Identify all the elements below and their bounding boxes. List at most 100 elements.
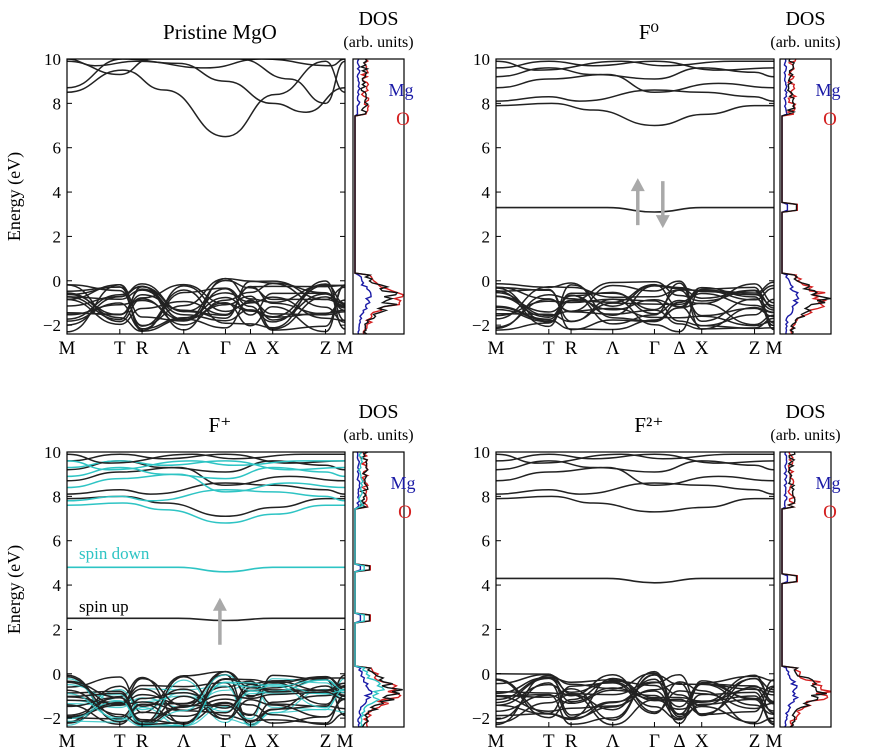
dos-mg-curve bbox=[781, 59, 800, 334]
conduction-band bbox=[496, 60, 774, 71]
valence-band bbox=[496, 293, 774, 330]
valence-band bbox=[67, 674, 345, 718]
dos-panel-1: DOS (arb. units) Mg O bbox=[770, 8, 841, 335]
y-tick-label: −2 bbox=[472, 709, 490, 728]
y-tick-label: 10 bbox=[44, 443, 61, 462]
defect-band-both bbox=[496, 206, 774, 213]
x-tick-label: Z bbox=[320, 338, 332, 359]
dos-curves bbox=[354, 452, 403, 727]
panel-title: F⁺ bbox=[209, 413, 232, 437]
x-tick-label: R bbox=[565, 731, 578, 752]
valence-band bbox=[67, 277, 345, 331]
y-tick-label: 0 bbox=[53, 665, 62, 684]
y-tick-label: −2 bbox=[472, 316, 490, 335]
arrow-head-icon bbox=[655, 215, 670, 229]
panel-title: F²⁺ bbox=[634, 413, 663, 437]
conduction-band bbox=[67, 453, 345, 464]
dos-o-curve bbox=[781, 452, 831, 727]
y-tick-label: 8 bbox=[482, 94, 491, 113]
y-tick-label: 2 bbox=[482, 620, 491, 639]
dos-frame bbox=[779, 58, 832, 335]
valence-band bbox=[67, 284, 345, 326]
valence-band bbox=[496, 281, 774, 324]
dos-frame bbox=[352, 58, 405, 335]
x-tick-label: R bbox=[565, 338, 578, 359]
y-tick-label: 0 bbox=[482, 272, 491, 291]
conduction-band-spin-down bbox=[67, 473, 345, 493]
defect-band-down bbox=[67, 566, 345, 573]
conduction-band bbox=[67, 453, 345, 464]
y-tick-label: 8 bbox=[482, 487, 491, 506]
valence-band bbox=[496, 673, 774, 707]
y-tick-label: 10 bbox=[44, 50, 61, 69]
dos-title: DOS bbox=[358, 8, 398, 30]
x-tick-label: M bbox=[488, 338, 505, 359]
valence-band bbox=[496, 298, 774, 328]
x-tick-label: Δ bbox=[673, 338, 685, 359]
valence-band bbox=[67, 284, 345, 331]
legend-mg: Mg bbox=[815, 80, 840, 100]
legend-mg: Mg bbox=[815, 473, 840, 493]
dos-curves bbox=[781, 59, 831, 334]
valence-band bbox=[67, 682, 345, 719]
conduction-band bbox=[496, 495, 774, 513]
conduction-band bbox=[496, 67, 774, 80]
dos-subtitle: (arb. units) bbox=[343, 427, 413, 444]
dos-subtitle: (arb. units) bbox=[770, 34, 840, 51]
plot-frame bbox=[495, 451, 775, 728]
conduction-band-spin-down bbox=[67, 488, 345, 502]
y-tick-label: 6 bbox=[53, 139, 62, 158]
x-tick-label: T bbox=[114, 731, 126, 752]
legend-mg: Mg bbox=[390, 473, 415, 493]
y-tick-label: 0 bbox=[53, 272, 62, 291]
y-axis-label: Energy (eV) bbox=[4, 545, 25, 634]
legend-o: O bbox=[398, 502, 412, 523]
y-tick-label: 8 bbox=[53, 94, 62, 113]
y-tick-label: 6 bbox=[482, 139, 491, 158]
x-tick-label: M bbox=[337, 731, 354, 752]
valence-band bbox=[67, 284, 345, 333]
arrow-head-icon bbox=[212, 597, 227, 611]
x-tick-label: Γ bbox=[220, 338, 231, 359]
dos-frame bbox=[779, 451, 832, 728]
valence-band bbox=[496, 678, 774, 725]
band-lines bbox=[67, 453, 345, 727]
valence-band bbox=[496, 283, 774, 321]
x-tick-label: M bbox=[766, 338, 783, 359]
valence-band bbox=[67, 282, 345, 326]
valence-band bbox=[67, 279, 345, 321]
x-tick-label: R bbox=[136, 338, 149, 359]
legend-o: O bbox=[823, 502, 837, 523]
conduction-band bbox=[496, 102, 774, 127]
band-lines bbox=[67, 59, 345, 333]
x-tick-label: M bbox=[766, 731, 783, 752]
conduction-band bbox=[496, 453, 774, 464]
x-tick-label: Λ bbox=[177, 338, 191, 359]
valence-band-spin-down bbox=[67, 679, 345, 727]
conduction-band bbox=[496, 73, 774, 94]
plot-frame bbox=[66, 451, 346, 728]
conduction-band bbox=[496, 453, 774, 464]
y-tick-label: 6 bbox=[482, 532, 491, 551]
conduction-band bbox=[67, 495, 345, 518]
x-tick-label: Z bbox=[749, 731, 761, 752]
dos-curves bbox=[781, 452, 831, 727]
valence-band bbox=[496, 285, 774, 318]
panel-title: Pristine MgO bbox=[163, 20, 277, 44]
conduction-band bbox=[67, 59, 345, 69]
x-tick-label: X bbox=[266, 731, 280, 752]
valence-band bbox=[496, 283, 774, 327]
valence-band-spin-down bbox=[67, 678, 345, 721]
band-lines bbox=[496, 60, 774, 333]
y-axis-label: Energy (eV) bbox=[4, 152, 25, 241]
dos-o-curve bbox=[781, 59, 828, 334]
valence-band bbox=[496, 674, 774, 721]
valence-band bbox=[67, 691, 345, 723]
x-tick-label: Λ bbox=[606, 338, 620, 359]
conduction-band-spin-down bbox=[67, 502, 345, 524]
valence-band bbox=[496, 674, 774, 704]
valence-band bbox=[496, 670, 774, 715]
x-tick-label: R bbox=[136, 731, 149, 752]
valence-band bbox=[67, 685, 345, 723]
